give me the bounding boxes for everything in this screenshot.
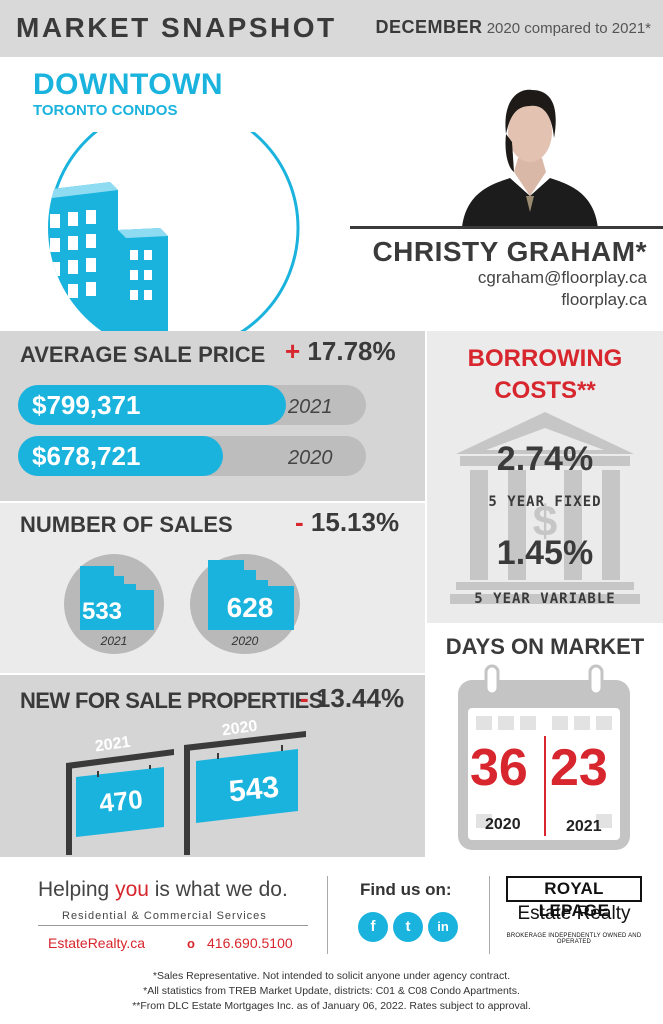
bank-icon: $ <box>450 412 640 604</box>
sales-year-2021: 2021 <box>100 634 128 648</box>
find-us-label: Find us on: <box>360 880 452 899</box>
website-link[interactable]: EstateRealty.ca <box>48 935 146 951</box>
rate-fixed-value: 2.74% <box>496 440 594 478</box>
dom-year-2021: 2021 <box>566 818 602 835</box>
borrowing-costs-panel <box>427 331 663 623</box>
phone-icon: o <box>187 936 195 951</box>
sales-value-2021: 533 <box>81 598 123 625</box>
rate-variable-label: 5 YEAR VARIABLE <box>474 591 616 607</box>
dom-year-2020: 2020 <box>485 816 521 833</box>
borrowing-title-line1: BORROWING <box>467 345 623 372</box>
building-icon <box>80 566 154 630</box>
page-title: MARKET SNAPSHOT <box>16 12 337 43</box>
footer-separator <box>327 876 328 954</box>
sales-year-2020: 2020 <box>231 634 259 648</box>
change-sign: - <box>295 507 304 537</box>
period-comparison: 2020 compared to 2021* <box>486 20 651 37</box>
average-sale-price-title: AVERAGE SALE PRICE <box>20 342 266 367</box>
price-bar-2021: $799,371 <box>18 385 286 425</box>
average-sale-price-change: + 17.78% <box>285 336 396 367</box>
svg-text:$: $ <box>533 497 557 546</box>
calendar-icon <box>458 664 630 850</box>
period-month: DECEMBER <box>375 17 483 37</box>
rate-fixed-label: 5 YEAR FIXED <box>488 494 602 510</box>
number-of-sales-title: NUMBER OF SALES <box>20 512 233 537</box>
agent-divider <box>350 226 663 229</box>
disclaimer-line: *All statistics from TREB Market Update,… <box>143 985 520 997</box>
disclaimer-line: **From DLC Estate Mortgages Inc. as of J… <box>132 1000 531 1012</box>
disclaimer-line: *Sales Representative. Not intended to s… <box>152 970 511 982</box>
sales-value-2020: 628 <box>226 592 274 623</box>
dom-value-2020: 36 <box>470 739 528 797</box>
brand-tagline: BROKERAGE INDEPENDENTLY OWNED AND OPERAT… <box>506 933 642 945</box>
number-of-sales-change: - 15.13% <box>295 507 399 538</box>
twitter-icon[interactable]: t <box>393 912 423 942</box>
for-sale-signs <box>66 731 306 855</box>
linkedin-icon[interactable]: in <box>428 912 458 942</box>
price-bar-year: 2020 <box>288 447 333 469</box>
change-sign: - <box>300 683 309 713</box>
location-subtitle: TORONTO CONDOS <box>33 102 178 119</box>
slogan-text: is what we do. <box>148 878 288 901</box>
period-label: DECEMBER 2020 compared to 2021* <box>376 17 651 38</box>
footer-separator <box>489 876 490 954</box>
rate-variable-value: 1.45% <box>496 534 594 572</box>
agent-name: CHRISTY GRAHAM* <box>372 236 647 267</box>
price-bar-year: 2021 <box>288 396 333 418</box>
footer-divider <box>38 925 308 926</box>
agent-website-link[interactable]: floorplay.ca <box>561 290 647 309</box>
price-bar-2020: $678,721 <box>18 436 223 476</box>
condo-buildings-icon <box>48 132 300 332</box>
agent-email-link[interactable]: cgraham@floorplay.ca <box>477 268 647 287</box>
location-title: DOWNTOWN <box>33 68 224 101</box>
change-value: 17.78% <box>307 336 396 366</box>
change-sign: + <box>285 336 301 366</box>
facebook-icon[interactable]: f <box>358 912 388 942</box>
services-label: Residential & Commercial Services <box>62 910 267 922</box>
royal-lepage-logo: ROYAL LEPAGE <box>506 876 642 920</box>
new-for-sale-title: NEW FOR SALE PROPERTIES <box>20 688 323 713</box>
slogan-text: Helping <box>38 878 116 901</box>
building-icon <box>208 560 294 630</box>
new-for-sale-change: - 13.44% <box>300 683 404 714</box>
phone-link[interactable]: 416.690.5100 <box>207 935 293 951</box>
dom-value-2021: 23 <box>550 739 608 797</box>
slogan-highlight: you <box>115 878 149 901</box>
change-value: 15.13% <box>310 507 400 537</box>
borrowing-title-line2: COSTS** <box>494 377 596 404</box>
borrowing-costs-title: BORROWING COSTS** <box>427 343 663 407</box>
agent-photo <box>452 72 608 228</box>
slogan: Helping you is what we do. <box>38 878 288 902</box>
brand-subtitle: Estate Realty <box>517 903 631 924</box>
change-value: 13.44% <box>315 683 405 713</box>
days-on-market-title: DAYS ON MARKET <box>445 634 645 659</box>
header-bar <box>0 0 663 57</box>
